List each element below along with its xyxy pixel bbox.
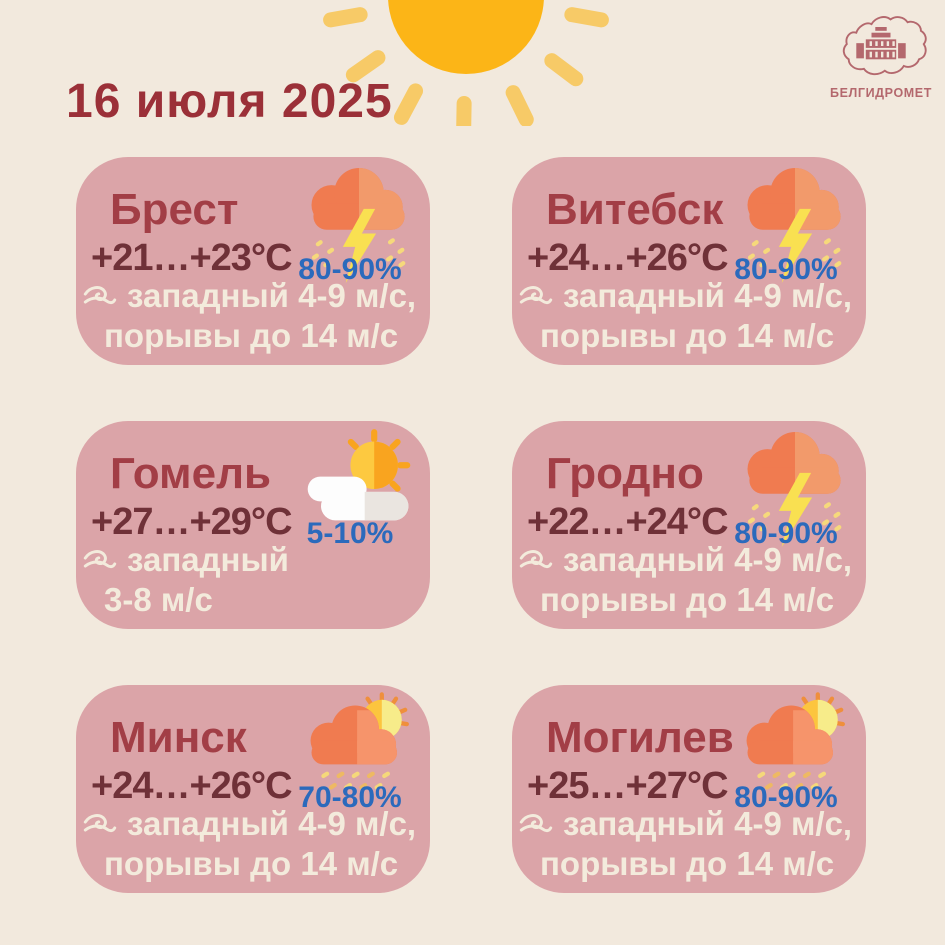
wind-icon <box>519 811 553 838</box>
wind-line-1: западный 4-9 м/с, <box>127 805 417 842</box>
date-title: 16 июля 2025 <box>66 75 393 128</box>
wind-line-2: порывы до 14 м/с <box>104 845 399 882</box>
thunderstorm-icon <box>738 427 852 551</box>
wind-info: западный 4-9 м/с, порывы до 14 м/с <box>83 276 428 356</box>
partly-sunny-icon <box>302 427 416 551</box>
belgidromet-logo: БЕЛГИДРОМЕТ <box>826 8 936 100</box>
sun-icon <box>323 0 609 126</box>
wind-icon <box>519 547 553 574</box>
wind-line-1: западный 4-9 м/с, <box>563 541 853 578</box>
city-card-vitebsk: Витебск +24…+26°C 80-90% западный 4-9 м/… <box>512 157 866 365</box>
temperature-range: +25…+27°C <box>527 765 729 807</box>
city-name: Гродно <box>546 449 704 498</box>
precipitation-probability: 5-10% <box>306 517 394 550</box>
wind-info: западный 3-8 м/с <box>83 540 428 620</box>
thunderstorm-icon <box>738 163 852 287</box>
precipitation-probability: 80-90% <box>734 517 838 550</box>
city-card-minsk: Минск +24…+26°C 70-80% западный 4-9 м/с,… <box>76 685 430 893</box>
wind-info: западный 4-9 м/с, порывы до 14 м/с <box>519 804 864 884</box>
wind-line-2: порывы до 14 м/с <box>540 317 835 354</box>
temperature-range: +27…+29°C <box>91 501 293 543</box>
city-card-gomel: Гомель +27…+29°C 5-10% западный 3-8 м/с <box>76 421 430 629</box>
wind-line-2: порывы до 14 м/с <box>540 845 835 882</box>
wind-line-2: порывы до 14 м/с <box>104 317 399 354</box>
city-card-mogilev: Могилев +25…+27°C 80-90% западный 4-9 м/… <box>512 685 866 893</box>
city-name: Витебск <box>546 185 724 234</box>
city-card-brest: Брест +21…+23°C 80-90% западный 4-9 м/с,… <box>76 157 430 365</box>
wind-icon <box>519 283 553 310</box>
wind-line-2: 3-8 м/с <box>104 581 213 618</box>
precipitation-probability: 80-90% <box>298 253 402 286</box>
wind-line-1: западный 4-9 м/с, <box>563 277 853 314</box>
sun-rain-icon <box>738 691 852 815</box>
temperature-range: +24…+26°C <box>527 237 729 279</box>
wind-info: западный 4-9 м/с, порывы до 14 м/с <box>519 540 864 620</box>
wind-icon <box>83 547 117 574</box>
temperature-range: +24…+26°C <box>91 765 293 807</box>
city-name: Брест <box>110 185 239 234</box>
city-card-grodno: Гродно +22…+24°C 80-90% западный 4-9 м/с… <box>512 421 866 629</box>
wind-info: западный 4-9 м/с, порывы до 14 м/с <box>83 804 428 884</box>
sun-rain-icon <box>302 691 416 815</box>
wind-line-1: западный 4-9 м/с, <box>563 805 853 842</box>
temperature-range: +22…+24°C <box>527 501 729 543</box>
forecast-grid: Брест +21…+23°C 80-90% западный 4-9 м/с,… <box>76 157 866 893</box>
city-name: Гомель <box>110 449 272 498</box>
wind-line-2: порывы до 14 м/с <box>540 581 835 618</box>
temperature-range: +21…+23°C <box>91 237 293 279</box>
wind-icon <box>83 811 117 838</box>
city-name: Минск <box>110 713 247 762</box>
precipitation-probability: 80-90% <box>734 253 838 286</box>
precipitation-probability: 80-90% <box>734 781 838 814</box>
wind-line-1: западный <box>127 541 289 578</box>
wind-icon <box>83 283 117 310</box>
city-name: Могилев <box>546 713 734 762</box>
precipitation-probability: 70-80% <box>298 781 402 814</box>
wind-line-1: западный 4-9 м/с, <box>127 277 417 314</box>
thunderstorm-icon <box>302 163 416 287</box>
logo-label: БЕЛГИДРОМЕТ <box>830 86 932 100</box>
belarus-map-building-icon <box>842 16 927 76</box>
wind-info: западный 4-9 м/с, порывы до 14 м/с <box>519 276 864 356</box>
